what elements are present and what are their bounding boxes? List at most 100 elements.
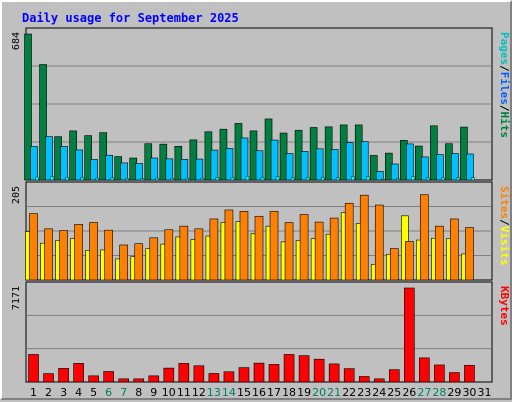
bar-pages [381,178,385,181]
bar-sites [389,248,399,281]
x-tick-label: 15 [237,386,251,399]
bar-hits [430,125,438,181]
bar-pages [320,177,325,181]
bar-files [345,142,354,181]
bar-hits [24,33,32,181]
bar-pages [230,177,235,181]
x-tick-label: 17 [267,386,281,399]
bar-hits [369,155,378,181]
bar-pages [426,177,430,181]
bar-hits [84,135,92,181]
bar-sites [179,225,189,281]
bar-files [105,154,113,181]
bar-sites [209,218,219,281]
bar-files [406,143,414,181]
bar-pages [65,177,69,181]
bar-kbytes [73,363,84,383]
x-tick-label: 20 [312,386,326,399]
bar-kbytes [163,367,175,383]
bar-sites [74,224,83,281]
bar-kbytes [343,368,355,383]
max-value-label: 7171 [11,286,22,310]
max-value-label: 205 [11,186,22,204]
bar-pages [35,176,39,181]
x-tick-label: 29 [447,386,461,399]
bar-kbytes [58,368,69,383]
bar-pages [140,178,144,181]
bar-pages [200,178,205,181]
bar-files [180,158,189,181]
x-tick-label: 8 [135,386,142,399]
bar-kbytes [43,373,54,383]
x-tick-label: 11 [177,386,191,399]
bar-sites [254,215,264,281]
bar-pages [125,178,129,181]
bar-files [45,136,53,181]
bar-pages [290,177,295,181]
bar-files [466,153,474,181]
bar-kbytes [178,363,190,383]
bar-files [436,154,444,181]
x-tick-label: 4 [75,386,82,399]
bar-kbytes [434,364,445,383]
bar-sites [164,229,174,281]
bar-sites [314,221,324,281]
bar-kbytes [88,375,99,383]
bar-pages [50,176,54,181]
x-tick-label: 6 [105,386,112,399]
bar-sites [269,211,279,281]
x-tick-label: 10 [162,386,176,399]
bar-files [135,163,144,181]
bar-pages [155,177,159,181]
x-tick-label: 21 [327,386,341,399]
legend-entry: Hits [498,112,511,139]
bar-sites [89,222,98,281]
bar-sites [450,218,459,281]
bar-files [195,158,204,181]
bar-pages [350,176,355,181]
bar-kbytes [404,287,415,383]
bar-sites [374,204,384,281]
x-tick-label: 5 [90,386,97,399]
x-tick-label: 22 [342,386,356,399]
x-tick-label: 13 [207,386,221,399]
legend-entry: KBytes [498,286,511,326]
bar-pages [170,178,175,181]
bar-files [375,170,384,181]
bar-sites [359,194,369,281]
bar-sites [239,211,249,281]
x-tick-label: 7 [120,386,127,399]
bar-kbytes [464,365,475,383]
bar-sites [134,243,144,281]
bar-kbytes [133,378,145,383]
bar-files [270,139,279,181]
bar-pages [456,177,460,181]
bar-sites [224,209,234,281]
legend-entry: Sites [498,186,511,219]
bar-kbytes [268,364,280,383]
bar-files [255,150,264,181]
bar-pages [471,177,475,181]
bar-kbytes [449,372,460,383]
bar-kbytes [103,371,114,383]
x-tick-label: 25 [387,386,401,399]
bar-kbytes [208,373,220,383]
bar-files [60,146,68,181]
bar-files [150,157,159,181]
bar-kbytes [28,354,39,383]
bar-kbytes [313,358,325,383]
bar-files [360,141,369,181]
bar-hits [39,64,47,181]
bar-kbytes [419,357,430,383]
bar-kbytes [148,375,160,383]
bar-sites [44,228,53,281]
bar-files [30,146,38,181]
bar-kbytes [358,376,370,383]
bar-files [300,151,309,181]
legend-kbytes-panel: KBytes [498,286,511,326]
bar-sites [420,194,429,281]
bar-files [210,149,219,181]
x-tick-label: 19 [297,386,311,399]
